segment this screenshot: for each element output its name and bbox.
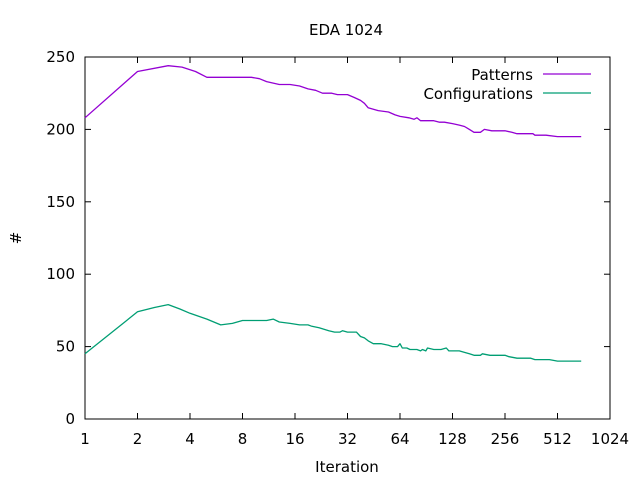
x-tick-label-128: 128 <box>438 430 467 448</box>
y-axis-label: # <box>7 232 25 245</box>
x-tick-label-2: 2 <box>133 430 143 448</box>
legend-label-configurations: Configurations <box>423 85 533 103</box>
y-tick-label-200: 200 <box>46 120 75 138</box>
series-line-patterns <box>84 65 582 138</box>
x-tick-label-4: 4 <box>185 430 195 448</box>
legend: Patterns Configurations <box>423 66 591 103</box>
plot-border <box>84 56 611 420</box>
chart-title: EDA 1024 <box>309 21 383 39</box>
series-line-configurations <box>84 303 582 362</box>
y-tick-label-100: 100 <box>46 265 75 283</box>
y-tick-label-50: 50 <box>56 338 75 356</box>
x-tick-label-1: 1 <box>80 430 90 448</box>
x-tick-label-512: 512 <box>543 430 572 448</box>
series-lines <box>84 65 582 362</box>
axis-ticks: 1 2 4 8 16 32 64 128 256 512 1024 0 50 100 150 200 250 <box>46 48 629 448</box>
chart-labels: EDA 1024 Iteration # <box>7 21 383 476</box>
y-tick-label-0: 0 <box>65 410 75 428</box>
legend-label-patterns: Patterns <box>471 66 533 84</box>
plot-frame <box>84 56 611 420</box>
x-tick-label-16: 16 <box>285 430 304 448</box>
x-axis-label: Iteration <box>315 458 379 476</box>
y-tick-label-250: 250 <box>46 48 75 66</box>
x-tick-label-1024: 1024 <box>591 430 629 448</box>
x-tick-label-8: 8 <box>238 430 248 448</box>
x-tick-label-32: 32 <box>338 430 357 448</box>
x-tick-label-256: 256 <box>491 430 520 448</box>
y-tick-label-150: 150 <box>46 193 75 211</box>
x-tick-label-64: 64 <box>390 430 409 448</box>
